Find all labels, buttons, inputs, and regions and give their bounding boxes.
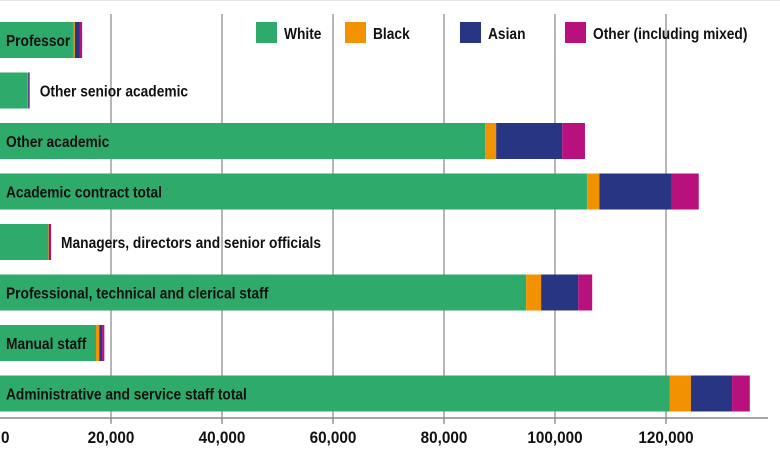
legend-item: White (256, 22, 322, 43)
x-tick-label: 120,000 (638, 428, 693, 447)
legend-label: Black (373, 26, 410, 43)
x-tick-label: 80,000 (421, 428, 468, 447)
legend-swatch (460, 22, 481, 43)
legend-label: White (284, 26, 322, 43)
legend-label: Asian (488, 26, 525, 43)
legend-swatch (345, 22, 366, 43)
bar-segment-white (0, 375, 670, 412)
bar-segment-other (102, 325, 105, 361)
bar-segment-black (669, 375, 691, 412)
bar-segment-black (73, 22, 75, 58)
bar-segment-other (49, 224, 52, 260)
bar-group (0, 375, 750, 412)
x-tick-label: 100,000 (527, 428, 582, 447)
bar-segment-white (0, 325, 97, 361)
bar-segment-other (732, 375, 750, 412)
bar-segment-other (28, 72, 30, 109)
bar-segment-white (0, 274, 527, 311)
bar-segment-white (0, 22, 74, 58)
category-label: Professional, technical and clerical sta… (6, 286, 269, 303)
x-axis-ticks: 0 20,000 40,000 60,000 80,000 100,000 120,000 (1, 418, 694, 447)
bar-segment-black (48, 224, 50, 260)
category-label: Academic contract total (6, 185, 162, 202)
category-label: Other senior academic (40, 84, 188, 101)
bar-group (0, 173, 699, 210)
legend: White Black Asian Other (including mixed) (256, 22, 747, 43)
bar-group (0, 72, 30, 109)
x-tick-label: 40,000 (199, 428, 246, 447)
bars (0, 22, 750, 412)
legend-label: Other (including mixed) (593, 26, 747, 43)
legend-swatch (256, 22, 277, 43)
bar-segment-other (578, 274, 593, 311)
bar-segment-other (671, 173, 699, 210)
bar-group (0, 274, 593, 311)
legend-swatch (565, 22, 586, 43)
bar-segment-asian (48, 224, 50, 260)
bar-segment-black (587, 173, 600, 210)
bar-segment-asian (541, 274, 579, 311)
x-tick-label: 0 (1, 428, 10, 447)
category-label: Other academic (6, 134, 109, 151)
bar-segment-black (96, 325, 100, 361)
bar-segment-asian (690, 375, 733, 412)
legend-item: Other (including mixed) (565, 22, 747, 43)
legend-item: Black (345, 22, 410, 43)
bar-segment-white (0, 123, 486, 159)
category-labels: Professor Other senior academic Other acad… (6, 33, 321, 404)
x-tick-label: 60,000 (310, 428, 357, 447)
bar-segment-asian (28, 72, 29, 109)
x-tick-label: 20,000 (88, 428, 135, 447)
bar-segment-other (562, 123, 585, 159)
bar-segment-other (79, 22, 83, 58)
bar-segment-black (485, 123, 497, 159)
category-label: Professor (6, 33, 70, 50)
bar-segment-white (0, 224, 49, 260)
bar-segment-asian (599, 173, 672, 210)
bar-group (0, 325, 105, 361)
bar-segment-white (0, 173, 588, 210)
legend-item: Asian (460, 22, 525, 43)
bar-segment-black (526, 274, 542, 311)
bar-group (0, 123, 585, 159)
gridlines (110, 14, 667, 422)
bar-group (0, 224, 52, 260)
category-label: Manual staff (6, 336, 87, 353)
category-label: Administrative and service staff total (6, 387, 247, 404)
bar-segment-white (0, 72, 28, 109)
bar-segment-asian (74, 22, 80, 58)
bar-group (0, 22, 83, 58)
bar-segment-asian (496, 123, 563, 159)
category-label: Managers, directors and senior officials (61, 235, 321, 252)
bar-segment-asian (99, 325, 103, 361)
